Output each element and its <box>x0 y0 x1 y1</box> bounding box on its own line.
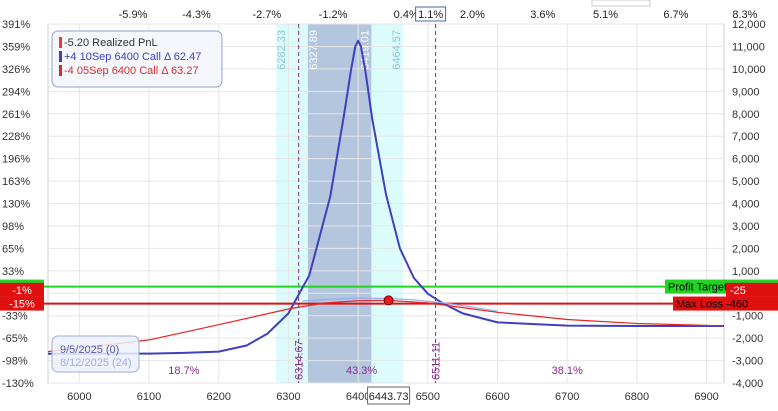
probability-label: 43.3% <box>346 365 377 377</box>
y-left-tick-label: 33% <box>2 266 24 278</box>
probability-label: 18.7% <box>168 365 199 377</box>
x-tick-label: 6800 <box>625 391 649 403</box>
y-right-tick-label: -3,000 <box>732 356 763 368</box>
current-price-point[interactable] <box>383 295 394 306</box>
y-left-tick-label: 163% <box>2 176 30 188</box>
y-left-tick-label: 65% <box>2 243 24 255</box>
max-loss-left-flag-label: -15% <box>9 299 35 311</box>
band-label-right: 6464.57 <box>391 30 403 70</box>
y-right-tick-label: -4,000 <box>732 378 763 390</box>
y-right-tick-label: 7,000 <box>732 131 760 143</box>
x-tick-label: 6600 <box>485 391 509 403</box>
x-tick-label: 6400 <box>346 391 370 403</box>
legend-marker <box>59 65 62 76</box>
y-left-tick-label: 261% <box>2 109 30 121</box>
pct-tick-label: 3.6% <box>530 9 555 21</box>
pct-tick-label: -1.2% <box>319 9 348 21</box>
cursor-price-label: 6443.73 <box>369 391 409 403</box>
x-tick-label: 6000 <box>67 391 91 403</box>
pct-highlight-box <box>415 6 447 22</box>
y-right-tick-label: 6,000 <box>732 154 760 166</box>
y-right-tick-label: 5,000 <box>732 176 760 188</box>
band-label-left: 6327.89 <box>308 30 320 70</box>
current-left-flag-label: -1% <box>12 285 32 297</box>
scroll-control[interactable] <box>591 0 651 7</box>
y-left-tick-label: 228% <box>2 131 30 143</box>
legend: -5.20 Realized PnL +4 10Sep 6400 Call Δ 6… <box>51 30 223 88</box>
pct-tick-label: 0.4% <box>394 9 419 21</box>
band-label-right: 6419.01 <box>359 30 371 70</box>
y-left-tick-label: -65% <box>2 333 28 345</box>
pct-tick-label: -2.7% <box>252 9 281 21</box>
x-tick-label: 6500 <box>416 391 440 403</box>
max-loss-flag-label: Max Loss -460 <box>676 299 748 311</box>
date-legend: 9/5/2025 (0)8/12/2025 (24) <box>51 335 140 373</box>
y-left-tick-label: 196% <box>2 154 30 166</box>
x-tick-label: 6300 <box>276 391 300 403</box>
x-tick-label: 6700 <box>555 391 579 403</box>
pct-tick-label: 1.1% <box>418 9 443 21</box>
y-right-tick-label: 3,000 <box>732 221 760 233</box>
x-tick-label: 6100 <box>137 391 161 403</box>
y-right-tick-label: 11,000 <box>732 41 765 53</box>
pct-tick-label: 8.3% <box>732 9 757 21</box>
pct-tick-label: 5.1% <box>593 9 618 21</box>
current-value-flag <box>726 282 778 297</box>
legend-marker <box>59 37 62 48</box>
breakeven-label: 6314.67 <box>294 340 306 380</box>
y-left-tick-label: 359% <box>2 41 30 53</box>
y-right-tick-label: 8,000 <box>732 109 760 121</box>
current-left-flag <box>0 282 44 297</box>
y-right-tick-label: -2,000 <box>732 333 763 345</box>
legend-marker <box>59 51 62 62</box>
pct-tick-label: 2.0% <box>460 9 485 21</box>
y-right-tick-label: 1,000 <box>732 266 760 278</box>
legend-box <box>51 30 223 88</box>
max-loss-flag <box>673 296 778 311</box>
y-left-tick-label: -98% <box>2 356 28 368</box>
y-left-tick-label: -33% <box>2 311 28 323</box>
y-right-tick-label: 2,000 <box>732 243 760 255</box>
series-expiration <box>47 39 724 355</box>
probability-label: 38.1% <box>552 365 583 377</box>
y-left-tick-label: 391% <box>2 19 30 31</box>
y-right-tick-label: 4,000 <box>732 199 760 211</box>
legend-item: +4 10Sep 6400 Call Δ 62.47 <box>64 51 201 63</box>
y-left-tick-label: 294% <box>2 86 30 98</box>
current-value-flag-label: -25 <box>730 285 746 297</box>
y-left-tick-label: 326% <box>2 64 30 76</box>
pct-tick-label: 6.7% <box>663 9 688 21</box>
max-loss-left-flag <box>0 296 44 311</box>
y-right-tick-label: 12,000 <box>732 19 766 31</box>
date-label: 9/5/2025 (0) <box>60 344 119 356</box>
pct-tick-label: -5.9% <box>119 9 148 21</box>
breakeven-label: 6511.11 <box>431 342 443 380</box>
y-right-tick-label: -1,000 <box>732 311 763 323</box>
date-label: 8/12/2025 (24) <box>60 357 132 369</box>
legend-item: -4 05Sep 6400 Call Δ 63.27 <box>64 65 199 77</box>
y-left-tick-label: -130% <box>2 378 34 390</box>
x-tick-label: 6900 <box>694 391 718 403</box>
x-tick-label: 6200 <box>207 391 231 403</box>
series-lightblue <box>302 297 498 312</box>
pct-tick-label: -4.3% <box>182 9 211 21</box>
cursor-price-box[interactable] <box>367 386 411 405</box>
y-right-tick-label: 10,000 <box>732 64 766 76</box>
band-label-left: 6282.33 <box>276 30 288 70</box>
date-box <box>51 335 140 373</box>
legend-item: -5.20 Realized PnL <box>64 37 158 49</box>
y-right-tick-label: 9,000 <box>732 86 760 98</box>
y-left-tick-label: 98% <box>2 221 24 233</box>
y-left-tick-label: 130% <box>2 199 30 211</box>
